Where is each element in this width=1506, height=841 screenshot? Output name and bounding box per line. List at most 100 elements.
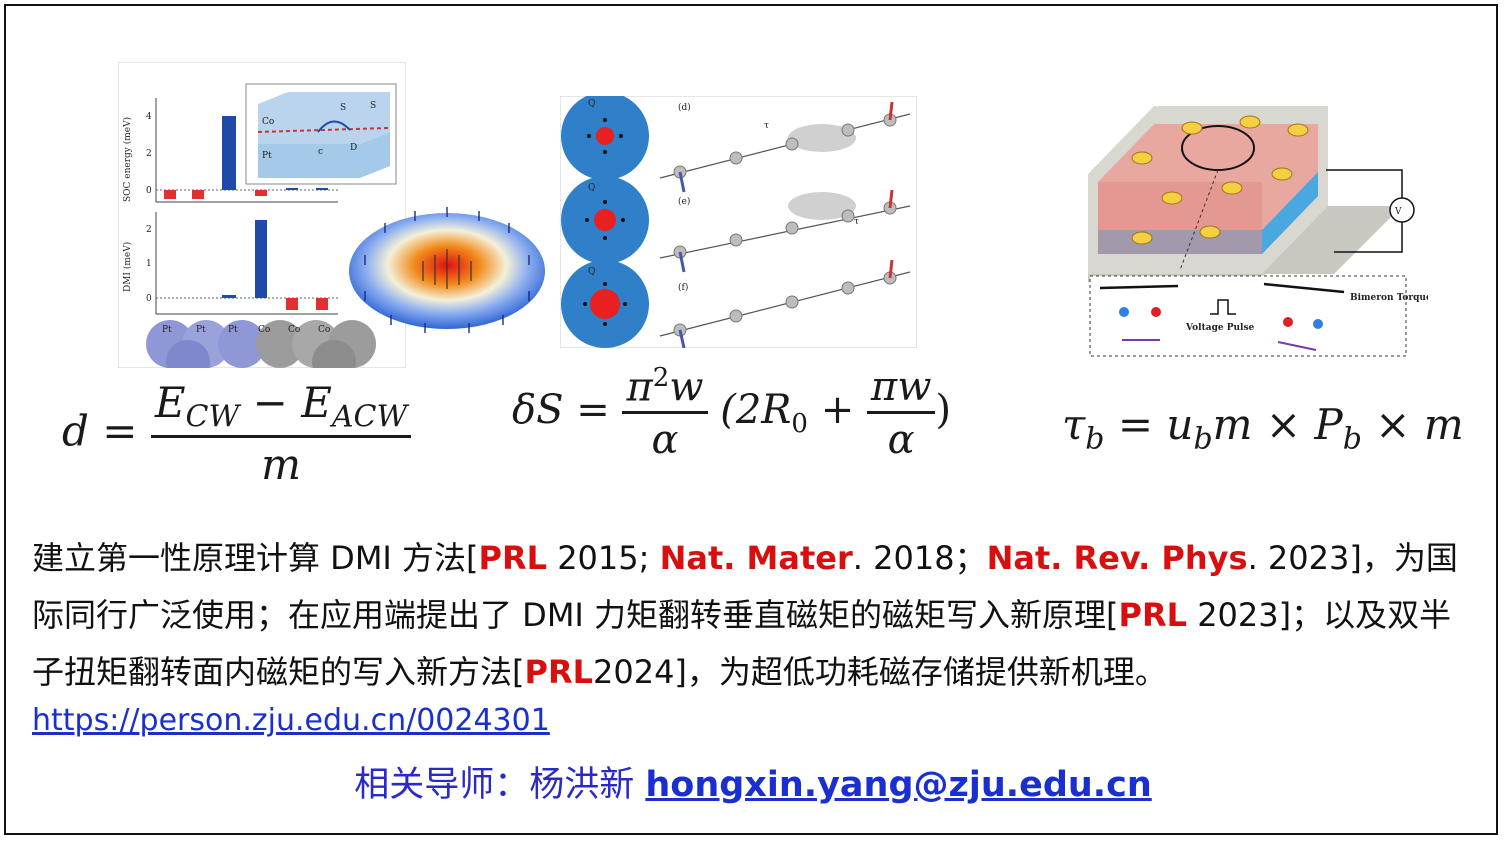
- para-text-6: 2024]，为超低功耗磁存储提供新机理。: [592, 653, 1167, 691]
- eq3-p-sub: b: [1342, 421, 1362, 457]
- bar-top-pt1: [164, 190, 176, 199]
- eq2-open: (2R: [720, 387, 792, 434]
- eq2-equals: =: [576, 387, 610, 434]
- atom-row: [146, 320, 376, 368]
- bimeron-torque-label: Bimeron Torque: [1350, 293, 1428, 303]
- panel-label-d: (d): [678, 102, 691, 113]
- para-text-4: . 2023]，为国际同行广泛使用；在应用端提出了 DMI 力矩翻转垂直磁矩的磁…: [32, 539, 1458, 634]
- inset-pt: Pt: [262, 151, 272, 161]
- ref-prl-2023: PRL: [1118, 596, 1188, 634]
- figure-bimeron-device: V Voltage Pulse Bimeron Torque: [1082, 78, 1428, 362]
- inset-d: D: [350, 143, 357, 153]
- inset-cube: [245, 83, 397, 185]
- advisor-label: 相关导师：杨洪新: [354, 765, 646, 805]
- inset-c: c: [318, 147, 323, 157]
- eq3-times-2: ×: [1375, 400, 1411, 449]
- para-text-3: . 2018；: [852, 539, 987, 577]
- tick-top-2: 0: [146, 186, 152, 196]
- tick-top-0: 4: [146, 112, 152, 122]
- bar-bottom-co1: [255, 220, 267, 298]
- tick-top-1: 2: [146, 149, 152, 159]
- equation-torque: τb = ubm × Pb × m: [1062, 400, 1464, 456]
- para-text-2: 2015;: [547, 539, 660, 577]
- y-axis-top-label: SOC energy (meV): [122, 117, 133, 202]
- skyrmion-disk: [349, 207, 545, 333]
- eq2-w: w: [669, 364, 704, 411]
- tick-bottom-1: 1: [146, 259, 152, 269]
- eq2-alpha-b: α: [887, 416, 915, 463]
- panel-label-f: (f): [678, 282, 688, 293]
- eq3-m2: m: [1423, 400, 1464, 449]
- equation-dmi: d = ECW − EACW m: [62, 378, 412, 490]
- q-label-1: Q: [588, 183, 595, 193]
- inset-co: Co: [262, 117, 274, 127]
- eq1-equals: =: [102, 406, 138, 456]
- eq3-times-1: ×: [1265, 400, 1302, 449]
- description-paragraph: 建立第一性原理计算 DMI 方法[PRL 2015; Nat. Mater. 2…: [32, 530, 1482, 701]
- para-text-1: 建立第一性原理计算 DMI 方法[: [32, 539, 479, 577]
- atom-label-0: Pt: [162, 325, 172, 335]
- para-text-5: 2023]；以及双半子扭矩翻转面内磁矩的写入新方法[: [32, 596, 1452, 691]
- atom-label-5: Co: [318, 325, 330, 335]
- ref-prl-2024: PRL: [524, 653, 593, 691]
- q-label-2: Q: [588, 267, 595, 277]
- y-axis-bottom-label: DMI (meV): [122, 242, 133, 292]
- eq2-close: ): [935, 387, 952, 434]
- eq1-fraction: ECW − EACW m: [150, 378, 412, 490]
- q-label-0: Q: [588, 99, 595, 109]
- skyrmion-circles: [561, 96, 649, 348]
- eq1-acw: ACW: [331, 399, 408, 435]
- atom-label-4: Co: [288, 325, 300, 335]
- eq1-m: m: [261, 440, 301, 490]
- inset-s2: S: [370, 101, 376, 111]
- figure-skyrmion-chains: Q Q Q (d) (e) (f) τ τ: [560, 96, 917, 348]
- eq2-sub: 0: [791, 409, 808, 440]
- equation-ds: δS = π2w α (2R0 + πw α ): [512, 363, 952, 464]
- voltage-pulse-label: Voltage Pulse: [1185, 323, 1255, 333]
- atom-label-1: Pt: [196, 325, 206, 335]
- bar-bottom-co3: [316, 298, 328, 310]
- eq3-m: m: [1212, 400, 1253, 449]
- eq1-cw: CW: [185, 399, 240, 435]
- voltage-label: V: [1394, 207, 1402, 217]
- eq2-pi-w: πw: [866, 365, 936, 414]
- bar-top-pt2: [192, 190, 204, 199]
- ref-prl-2015: PRL: [478, 539, 548, 577]
- bar-bottom-pt3: [222, 295, 236, 298]
- eq1-e1: E: [154, 378, 186, 427]
- tau-dmi-2: τ: [854, 217, 859, 227]
- eq3-equals: =: [1117, 400, 1154, 449]
- inset-s1: S: [340, 103, 346, 113]
- profile-link[interactable]: https://person.zju.edu.cn/0024301: [32, 703, 550, 738]
- eq3-tau: τ: [1062, 400, 1086, 449]
- tau-dmi-1: τ: [764, 121, 769, 131]
- bar-bottom-co2: [286, 298, 298, 310]
- eq2-fraction-a: π2w α: [622, 363, 708, 464]
- eq2-plus: +: [820, 387, 855, 434]
- bar-top-pt3: [222, 116, 236, 190]
- advisor-email-link[interactable]: hongxin.yang@zju.edu.cn: [645, 765, 1152, 805]
- eq3-u: u: [1166, 400, 1194, 449]
- ref-nat-rev-phys: Nat. Rev. Phys: [986, 539, 1248, 577]
- page-frame: [4, 4, 1498, 835]
- eq2-pi: π: [626, 364, 653, 411]
- eq1-minus: −: [252, 378, 288, 427]
- atom-label-2: Pt: [228, 325, 238, 335]
- bar-top-co1: [255, 190, 267, 196]
- eq3-u-sub: b: [1193, 421, 1213, 457]
- tick-bottom-2: 0: [146, 294, 152, 304]
- atom-label-3: Co: [258, 325, 270, 335]
- eq3-p: P: [1314, 400, 1343, 449]
- eq1-e2: E: [301, 378, 332, 427]
- figure-soc-dmi-bars: 4 2 0 SOC energy (meV) 2 1 0 DMI (meV) P…: [118, 62, 406, 368]
- eq2-sup: 2: [652, 363, 670, 393]
- bar-top-co3: [316, 188, 328, 190]
- tick-bottom-0: 2: [146, 225, 152, 235]
- eq3-tau-sub: b: [1085, 421, 1105, 457]
- eq2-alpha: α: [651, 417, 679, 464]
- eq2-fraction-b: πw α: [866, 365, 936, 463]
- advisor-contact: 相关导师：杨洪新 hongxin.yang@zju.edu.cn: [0, 756, 1506, 807]
- eq1-lhs: d: [62, 406, 89, 456]
- ref-nat-mater: Nat. Mater: [659, 539, 853, 577]
- bar-top-co2: [286, 188, 298, 190]
